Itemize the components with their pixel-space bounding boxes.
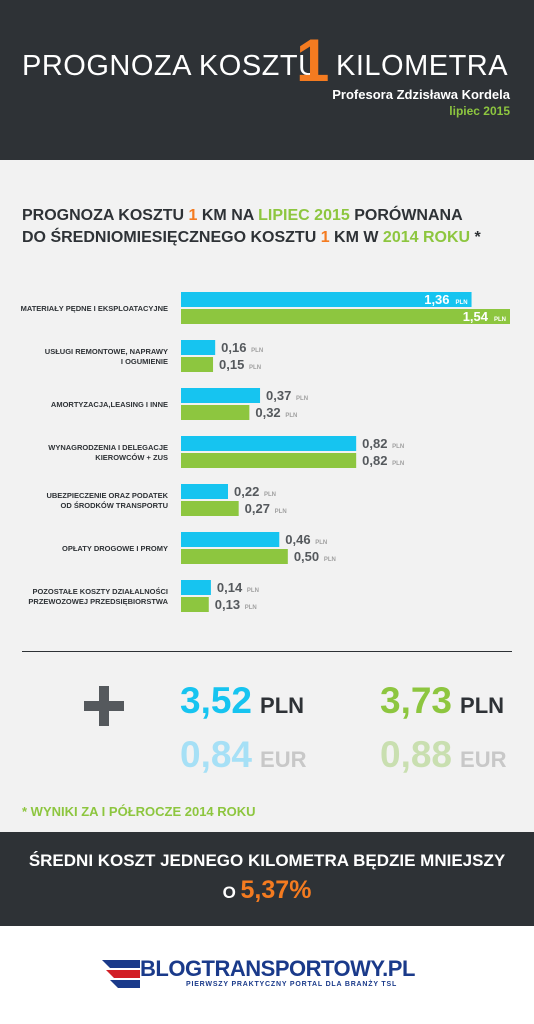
header-date: lipiec 2015 — [449, 104, 510, 118]
bar-value-unit: PLN — [264, 492, 276, 498]
bar-value-label: 0,82 — [362, 453, 387, 468]
category-label: AMORTYZACJA,LEASING I INNE — [51, 400, 168, 409]
bar — [181, 292, 472, 307]
category-label: I OGUMIENIE — [121, 357, 168, 366]
bar-value-label: 0,46 — [285, 532, 310, 547]
total-eur-2014: 0,88 EUR — [380, 734, 507, 775]
bar — [181, 501, 239, 516]
bar-value-unit: PLN — [251, 348, 263, 354]
bar-value-unit: PLN — [456, 300, 468, 306]
category-label: POZOSTAŁE KOSZTY DZIAŁALNOŚCI — [32, 587, 168, 596]
bar-value-label: 0,27 — [245, 501, 270, 516]
bar-value-unit: PLN — [324, 557, 336, 563]
cost-bar-chart: MATERIAŁY PĘDNE I EKSPLOATACYJNE 1,36 PLN 1… — [21, 292, 510, 612]
bar-value-unit: PLN — [392, 461, 404, 467]
category-label: OPŁATY DROGOWE I PROMY — [62, 544, 168, 553]
bar-value-label: 1,54 — [463, 309, 489, 324]
bar-value-label: 0,82 — [362, 436, 387, 451]
summary-line-2: O 5,37% — [222, 876, 312, 904]
category-label: USŁUGI REMONTOWE, NAPRAWY — [45, 347, 168, 356]
bar-value-label: 0,15 — [219, 357, 244, 372]
total-pln-2014: 3,73 PLN — [380, 680, 505, 721]
bar-value-unit: PLN — [285, 413, 297, 419]
bar — [181, 532, 280, 547]
total-eur-2015: 0,84 EUR — [180, 734, 307, 775]
bar — [181, 340, 216, 355]
bar-value-unit: PLN — [245, 605, 257, 611]
header-title-left: PROGNOZA KOSZTU — [22, 50, 320, 82]
bar-value-unit: PLN — [249, 365, 261, 371]
bar-value-unit: PLN — [247, 588, 259, 594]
bar-value-unit: PLN — [275, 509, 287, 515]
category-label: KIEROWCÓW + ZUS — [95, 453, 168, 462]
bar-value-label: 0,50 — [294, 549, 319, 564]
header-subtitle: Profesora Zdzisława Kordela — [332, 87, 510, 102]
summary-line-1: ŚREDNI KOSZT JEDNEGO KILOMETRA BĘDZIE MN… — [28, 851, 506, 870]
category-label: UBEZPIECZENIE ORAZ PODATEK — [46, 491, 168, 500]
bar-value-unit: PLN — [315, 540, 327, 546]
chart-title: PROGNOZA KOSZTU 1 KM NA LIPIEC 2015 PORÓ… — [22, 207, 481, 246]
logo-name: BLOGTRANSPORTOWY.PL — [140, 956, 415, 981]
divider — [22, 651, 512, 652]
header-title-right: KILOMETRA — [336, 50, 509, 82]
footnote: * WYNIKI ZA I PÓŁROCZE 2014 ROKU — [22, 804, 256, 819]
bar-value-label: 0,14 — [217, 580, 243, 595]
summary-percentage: 5,37% — [240, 876, 312, 904]
logo-icon — [102, 960, 140, 988]
bar-value-unit: PLN — [392, 444, 404, 450]
bar — [181, 597, 209, 612]
bar-value-unit: PLN — [494, 317, 506, 323]
bar — [181, 357, 214, 372]
bar — [181, 453, 357, 468]
bar — [181, 484, 228, 499]
category-label: WYNAGRODZENIA I DELEGACJE — [48, 443, 168, 452]
summary-band — [0, 832, 534, 926]
category-label: PRZEWOZOWEJ PRZEDSIĘBIORSTWA — [28, 597, 168, 606]
logo-tagline: PIERWSZY PRAKTYCZNY PORTAL DLA BRANŻY TS… — [186, 981, 398, 988]
bar-value-unit: PLN — [296, 396, 308, 402]
category-label: OD ŚRODKÓW TRANSPORTU — [61, 501, 169, 510]
bar-value-label: 0,13 — [215, 597, 240, 612]
bar-value-label: 0,16 — [221, 340, 246, 355]
plus-icon — [84, 686, 124, 726]
bar-value-label: 1,36 — [424, 292, 449, 307]
bar — [181, 549, 288, 564]
bar-value-label: 0,32 — [255, 405, 280, 420]
logo-area — [0, 926, 534, 1024]
category-label: MATERIAŁY PĘDNE I EKSPLOATACYJNE — [21, 304, 168, 313]
header-banner — [0, 0, 534, 160]
bar — [181, 309, 510, 324]
bar — [181, 388, 261, 403]
header-title-number: 1 — [296, 27, 330, 94]
bar-value-label: 0,22 — [234, 484, 259, 499]
bar — [181, 405, 250, 420]
bar — [181, 580, 211, 595]
bar-value-label: 0,37 — [266, 388, 291, 403]
bar — [181, 436, 357, 451]
total-pln-2015: 3,52 PLN — [180, 680, 305, 721]
